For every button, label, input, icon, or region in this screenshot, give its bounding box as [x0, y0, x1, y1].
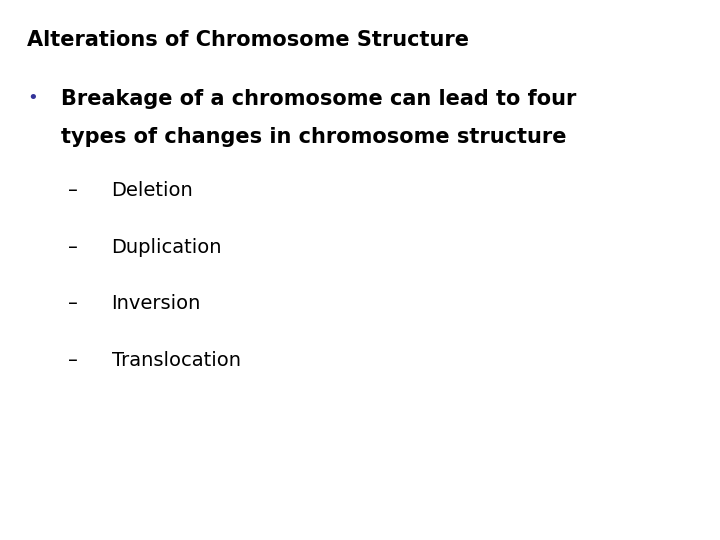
Text: types of changes in chromosome structure: types of changes in chromosome structure — [61, 127, 567, 147]
Text: Duplication: Duplication — [112, 238, 222, 256]
Text: –: – — [68, 181, 78, 200]
Text: –: – — [68, 238, 78, 256]
Text: –: – — [68, 294, 78, 313]
Text: –: – — [68, 351, 78, 370]
Text: Alterations of Chromosome Structure: Alterations of Chromosome Structure — [27, 30, 469, 50]
Text: Inversion: Inversion — [112, 294, 201, 313]
Text: Translocation: Translocation — [112, 351, 240, 370]
Text: Breakage of a chromosome can lead to four: Breakage of a chromosome can lead to fou… — [61, 89, 577, 109]
Text: •: • — [27, 89, 38, 107]
Text: Deletion: Deletion — [112, 181, 194, 200]
